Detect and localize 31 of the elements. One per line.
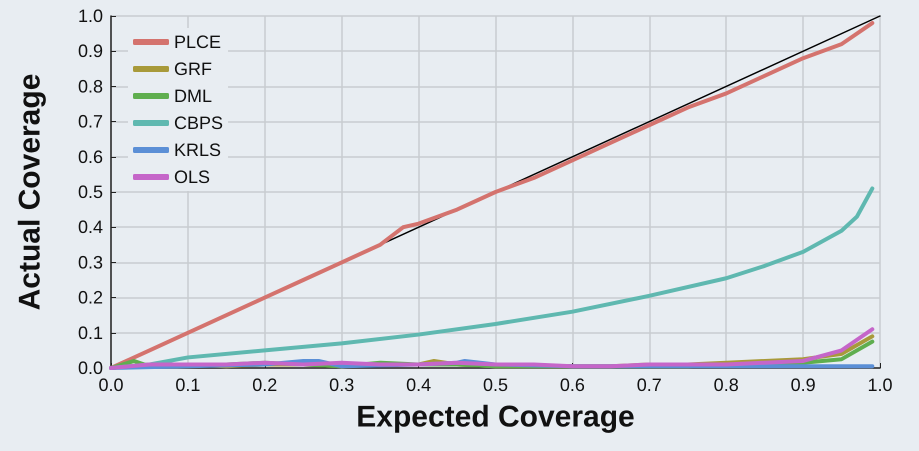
x-tick-label: 0.4 <box>406 375 432 395</box>
x-tick-label: 0.8 <box>714 375 739 395</box>
legend-label: GRF <box>174 59 212 79</box>
legend-label: PLCE <box>174 32 222 52</box>
x-tick-label: 0.7 <box>636 375 662 395</box>
x-tick-label: 0.5 <box>482 375 508 395</box>
legend-label: CBPS <box>174 113 224 133</box>
y-axis-title: Actual Coverage <box>14 74 46 310</box>
y-tick-label: 0.7 <box>78 112 103 132</box>
x-tick-label: 0.3 <box>329 375 354 395</box>
y-tick-label: 0.5 <box>78 182 103 202</box>
x-tick-label: 0.6 <box>560 375 585 395</box>
y-tick-label: 0.2 <box>78 288 103 308</box>
y-tick-label: 0.8 <box>78 76 103 96</box>
y-tick-label: 0.3 <box>78 252 103 272</box>
x-tick-label: 0.9 <box>790 375 816 395</box>
y-tick-label: 1.0 <box>78 6 103 26</box>
x-tick-label: 0.0 <box>98 375 124 395</box>
x-tick-label: 0.2 <box>252 375 278 395</box>
line-series <box>109 327 874 370</box>
y-tick-label: 0.1 <box>78 322 103 343</box>
y-tick-label: 0.9 <box>78 41 103 62</box>
y-tick-label: 0.4 <box>78 217 103 238</box>
x-axis-title: Expected Coverage <box>356 400 635 434</box>
legend-label: KRLS <box>174 140 222 160</box>
y-tick-label: 0.6 <box>78 146 103 167</box>
legend-label: OLS <box>174 167 210 187</box>
legend-label: DML <box>174 86 212 106</box>
x-tick-label: 1.0 <box>867 375 893 395</box>
x-tick-label: 0.1 <box>175 375 200 395</box>
y-tick-label: 0.0 <box>78 358 103 378</box>
